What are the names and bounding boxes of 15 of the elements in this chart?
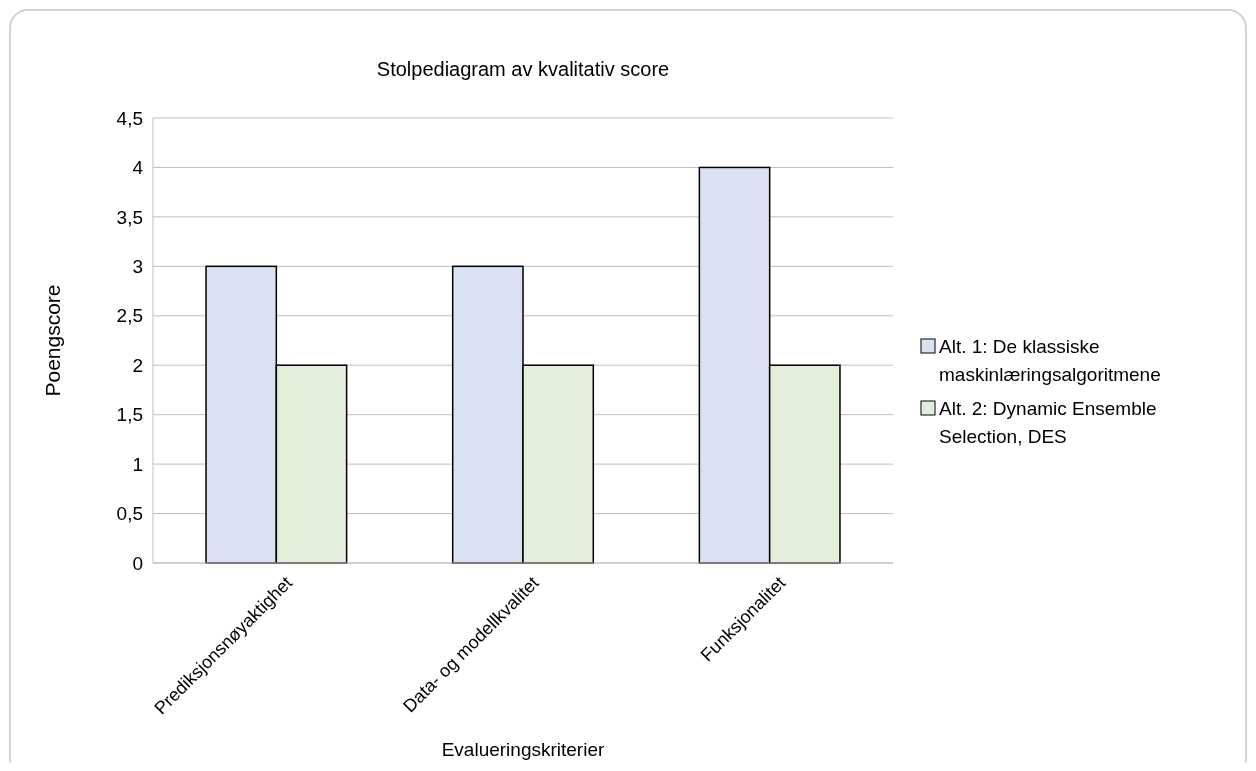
y-tick-label: 2 [132, 354, 143, 376]
y-tick-label: 0,5 [116, 503, 143, 525]
y-tick-label: 0 [132, 552, 143, 574]
y-tick-label: 1 [132, 453, 143, 475]
chart-title: Stolpediagram av kvalitativ score [376, 58, 670, 80]
y-tick-label: 1,5 [116, 404, 143, 426]
y-tick-label: 2,5 [116, 305, 143, 327]
y-tick-label: 3,5 [116, 206, 143, 228]
y-tick-label: 4,5 [116, 107, 143, 129]
y-tick-label: 4 [132, 157, 144, 179]
y-axis-title: Poengscore [41, 284, 64, 397]
x-axis-title: Evalueringskriterier [441, 739, 605, 760]
legend-label: Alt. 2: Dynamic Ensemble Selection, DES [939, 398, 1157, 447]
y-tick-label: 3 [132, 255, 143, 277]
legend-label: Alt. 1: De klassiske maskinlæringsalgoritmene [939, 336, 1161, 385]
